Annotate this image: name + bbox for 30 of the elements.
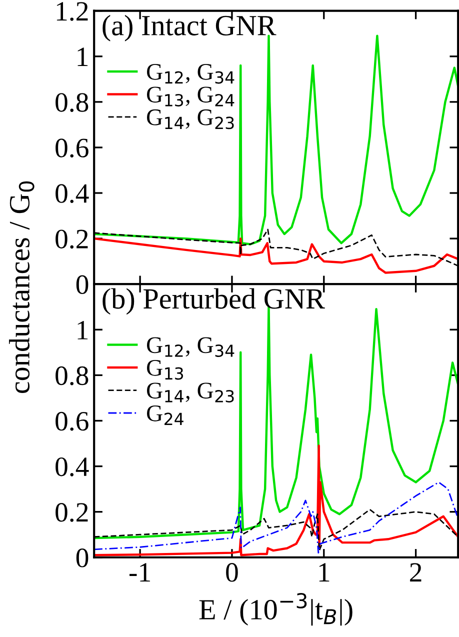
x-tick-label: 2: [410, 563, 422, 582]
y-tick-label: 0.2: [56, 502, 88, 522]
line-series: [94, 482, 458, 554]
y-axis-title: conductances / G$_{0}$: [9, 181, 34, 394]
legend-label: G$_{13}$, G$_{24}$: [147, 86, 234, 106]
legend-label: G$_{14}$, G$_{23}$: [147, 382, 234, 402]
x-tick-label: -1: [130, 563, 150, 582]
chart-title: (a) Intact GNR: [102, 14, 276, 42]
legend-label: G$_{12}$, G$_{34}$: [147, 337, 234, 357]
chart-title: (b) Perturbed GNR: [102, 288, 325, 315]
y-tick-label: 0: [76, 275, 88, 294]
y-tick-label: 0: [76, 548, 88, 568]
y-tick-label: 0.6: [56, 138, 88, 158]
y-tick-label: 1: [78, 320, 88, 340]
legend-label: G$_{14}$, G$_{23}$: [147, 109, 234, 130]
legend-label: G$_{24}$: [147, 405, 184, 425]
y-tick-label: 0.4: [56, 184, 89, 204]
y-tick-label: 1.2: [56, 2, 88, 21]
x-axis-title: E / (10$^{−3}$|t$_{B}$|): [199, 592, 352, 626]
y-tick-label: 1: [78, 48, 88, 66]
x-tick-label: 1: [319, 563, 330, 582]
y-tick-label: 0.2: [56, 230, 88, 249]
x-tick-label: 0: [226, 563, 238, 582]
y-tick-label: 0.8: [56, 93, 88, 112]
legend-label: G$_{12}$, G$_{34}$: [147, 64, 234, 84]
legend-label: G$_{13}$: [147, 360, 184, 380]
y-tick-label: 0.4: [56, 457, 89, 476]
y-tick-label: 0.8: [56, 366, 88, 386]
y-tick-label: 0.6: [56, 412, 88, 431]
line-series: [94, 237, 458, 274]
